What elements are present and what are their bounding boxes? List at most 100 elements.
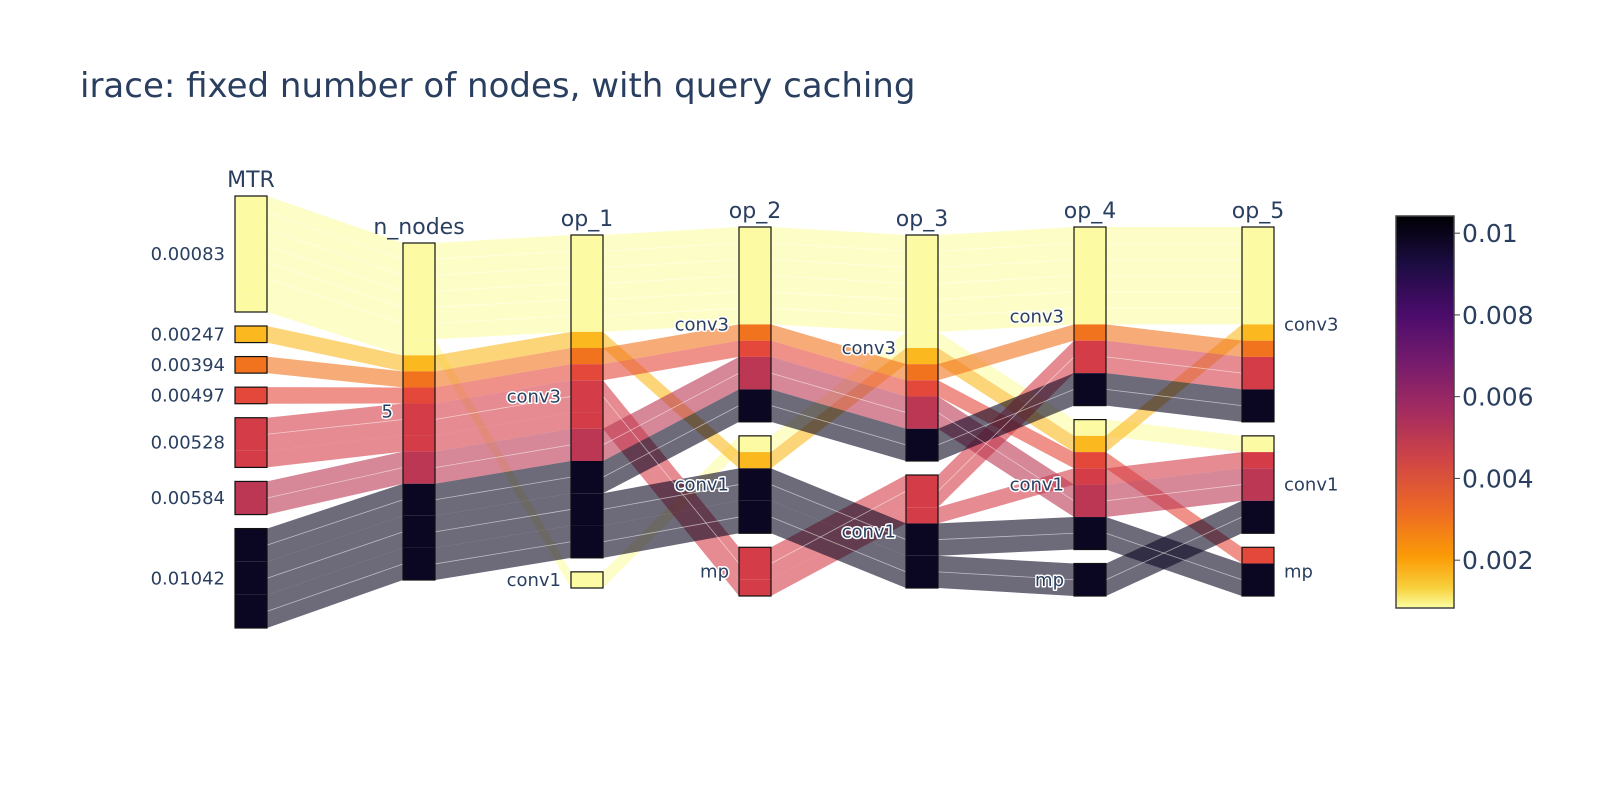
colorbar-tick-label: 0.01 <box>1462 219 1518 248</box>
category-bar-segment <box>1242 389 1274 422</box>
ribbon-divider <box>770 291 907 300</box>
ribbon-divider <box>266 212 404 260</box>
category-label-op_4-conv1: conv1 <box>1010 475 1064 496</box>
category-label-mtr-0.00528: 0.00528 <box>151 433 225 454</box>
ribbon-divider <box>770 307 907 317</box>
ribbon-divider <box>266 563 404 612</box>
category-bar-op_2-conv1[interactable] <box>738 435 772 534</box>
category-bar-segment <box>1074 340 1106 374</box>
dimension-label-mtr: MTR <box>227 168 275 193</box>
category-bar-op_5-conv3[interactable] <box>1241 226 1275 423</box>
category-bar-segment <box>571 461 603 494</box>
category-bar-op_5-mp[interactable] <box>1241 546 1275 597</box>
category-bar-segment <box>1242 452 1274 469</box>
category-bar-op_5-conv1[interactable] <box>1241 435 1275 534</box>
category-bar-segment <box>571 235 603 332</box>
ribbon-divider <box>266 531 404 579</box>
category-bar-mtr-0.00584[interactable] <box>234 480 268 516</box>
ribbon-divider <box>434 283 572 292</box>
ribbon-op_3-to-op_4 <box>938 348 1074 453</box>
category-bar-segment <box>235 295 267 312</box>
ribbon-divider <box>602 291 740 300</box>
ribbon-divider <box>434 299 572 308</box>
category-bar-op_4-conv1[interactable] <box>1073 419 1107 551</box>
category-bar-segment <box>1242 435 1274 453</box>
category-bar-segment <box>739 435 771 453</box>
ribbon-op_4-to-op_5 <box>1106 324 1242 357</box>
ribbon-n_nodes-to-op_1 <box>435 331 571 372</box>
category-bar-segment <box>1242 227 1274 325</box>
category-bar-mtr-0.00247[interactable] <box>234 325 268 344</box>
category-bar-segment <box>571 493 603 526</box>
category-bar-segment <box>1074 435 1106 453</box>
category-bar-segment <box>1074 373 1106 406</box>
category-bar-segment <box>571 428 603 461</box>
category-bar-segment <box>906 523 938 556</box>
category-bar-segment <box>235 528 267 562</box>
category-label-op_1-conv1: conv1 <box>507 570 561 591</box>
ribbon-layer <box>267 196 1242 628</box>
category-bar-segment <box>1242 500 1274 534</box>
category-bar-segment <box>739 452 771 469</box>
dimension-label-op_1: op_1 <box>561 207 613 232</box>
ribbon-mtr-to-n_nodes <box>267 295 403 356</box>
category-bar-op_3-conv1[interactable] <box>905 474 939 589</box>
ribbon-divider-layer <box>266 212 1243 612</box>
ribbon-divider <box>434 476 572 501</box>
category-bar-op_4-mp[interactable] <box>1073 562 1107 597</box>
category-bar-segment <box>403 515 435 548</box>
dimension-label-n_nodes: n_nodes <box>373 215 464 240</box>
ribbon-mtr-to-n_nodes <box>267 387 403 404</box>
ribbon-divider <box>937 532 1075 540</box>
category-bar-mtr-0.00083[interactable] <box>234 195 268 313</box>
category-bar-segment <box>1242 356 1274 390</box>
category-bar-segment <box>739 227 771 325</box>
category-bar-segment <box>906 348 938 365</box>
chart-title: irace: fixed number of nodes, with query… <box>80 66 916 106</box>
category-bar-mtr-0.01042[interactable] <box>234 527 268 629</box>
category-bar-mtr-0.00497[interactable] <box>234 386 268 405</box>
category-bar-op_2-mp[interactable] <box>738 546 772 597</box>
category-label-op_5-mp: mp <box>1284 562 1313 583</box>
category-bar-op_4-conv3[interactable] <box>1073 226 1107 407</box>
category-bar-segment <box>739 547 771 580</box>
category-bar-segment <box>906 555 938 588</box>
category-bar-segment <box>1074 563 1106 596</box>
dimension-label-op_5: op_5 <box>1232 199 1284 224</box>
category-bar-segment <box>906 364 938 381</box>
ribbon-divider <box>937 307 1075 317</box>
category-bar-mtr-0.00528[interactable] <box>234 417 268 469</box>
category-bar-op_3-conv3[interactable] <box>905 234 939 462</box>
category-bar-n_nodes-5[interactable] <box>402 242 436 581</box>
category-bar-segment <box>403 243 435 340</box>
ribbon-divider <box>266 261 404 308</box>
category-label-op_2-mp: mp <box>700 562 729 583</box>
ribbon-op_4-to-op_5 <box>1106 419 1242 453</box>
category-label-mtr-0.00394: 0.00394 <box>151 355 225 376</box>
dimension-label-op_2: op_2 <box>729 199 781 224</box>
category-bar-segment <box>906 331 938 348</box>
category-label-op_4-mp: mp <box>1035 570 1064 591</box>
ribbon-divider <box>434 444 572 469</box>
ribbon-op_2-to-op_3 <box>771 340 906 397</box>
colorbar-tick-label: 0.002 <box>1462 546 1534 575</box>
category-bar-segment <box>235 594 267 628</box>
category-bar-op_2-conv3[interactable] <box>738 226 772 423</box>
colorbar-tick-label: 0.008 <box>1462 301 1534 330</box>
category-bar-segment <box>571 380 603 413</box>
ribbon-divider <box>937 356 1075 492</box>
category-label-mtr-0.00584: 0.00584 <box>151 488 225 509</box>
category-bar-op_1-conv1[interactable] <box>570 571 604 589</box>
category-bar-segment <box>403 371 435 388</box>
category-bar-segment <box>1242 340 1274 357</box>
category-bar-mtr-0.00394[interactable] <box>234 355 268 374</box>
ribbon-divider <box>770 484 907 540</box>
ribbon-n_nodes-to-op_1 <box>435 412 571 452</box>
category-bar-op_1-conv3[interactable] <box>570 234 604 559</box>
category-label-op_3-conv3: conv3 <box>842 338 896 359</box>
category-bar-segment <box>1242 324 1274 341</box>
category-bar-segment <box>1074 324 1106 341</box>
ribbon-divider <box>602 307 740 317</box>
ribbon-divider <box>434 541 572 565</box>
ribbon-divider <box>434 315 572 324</box>
